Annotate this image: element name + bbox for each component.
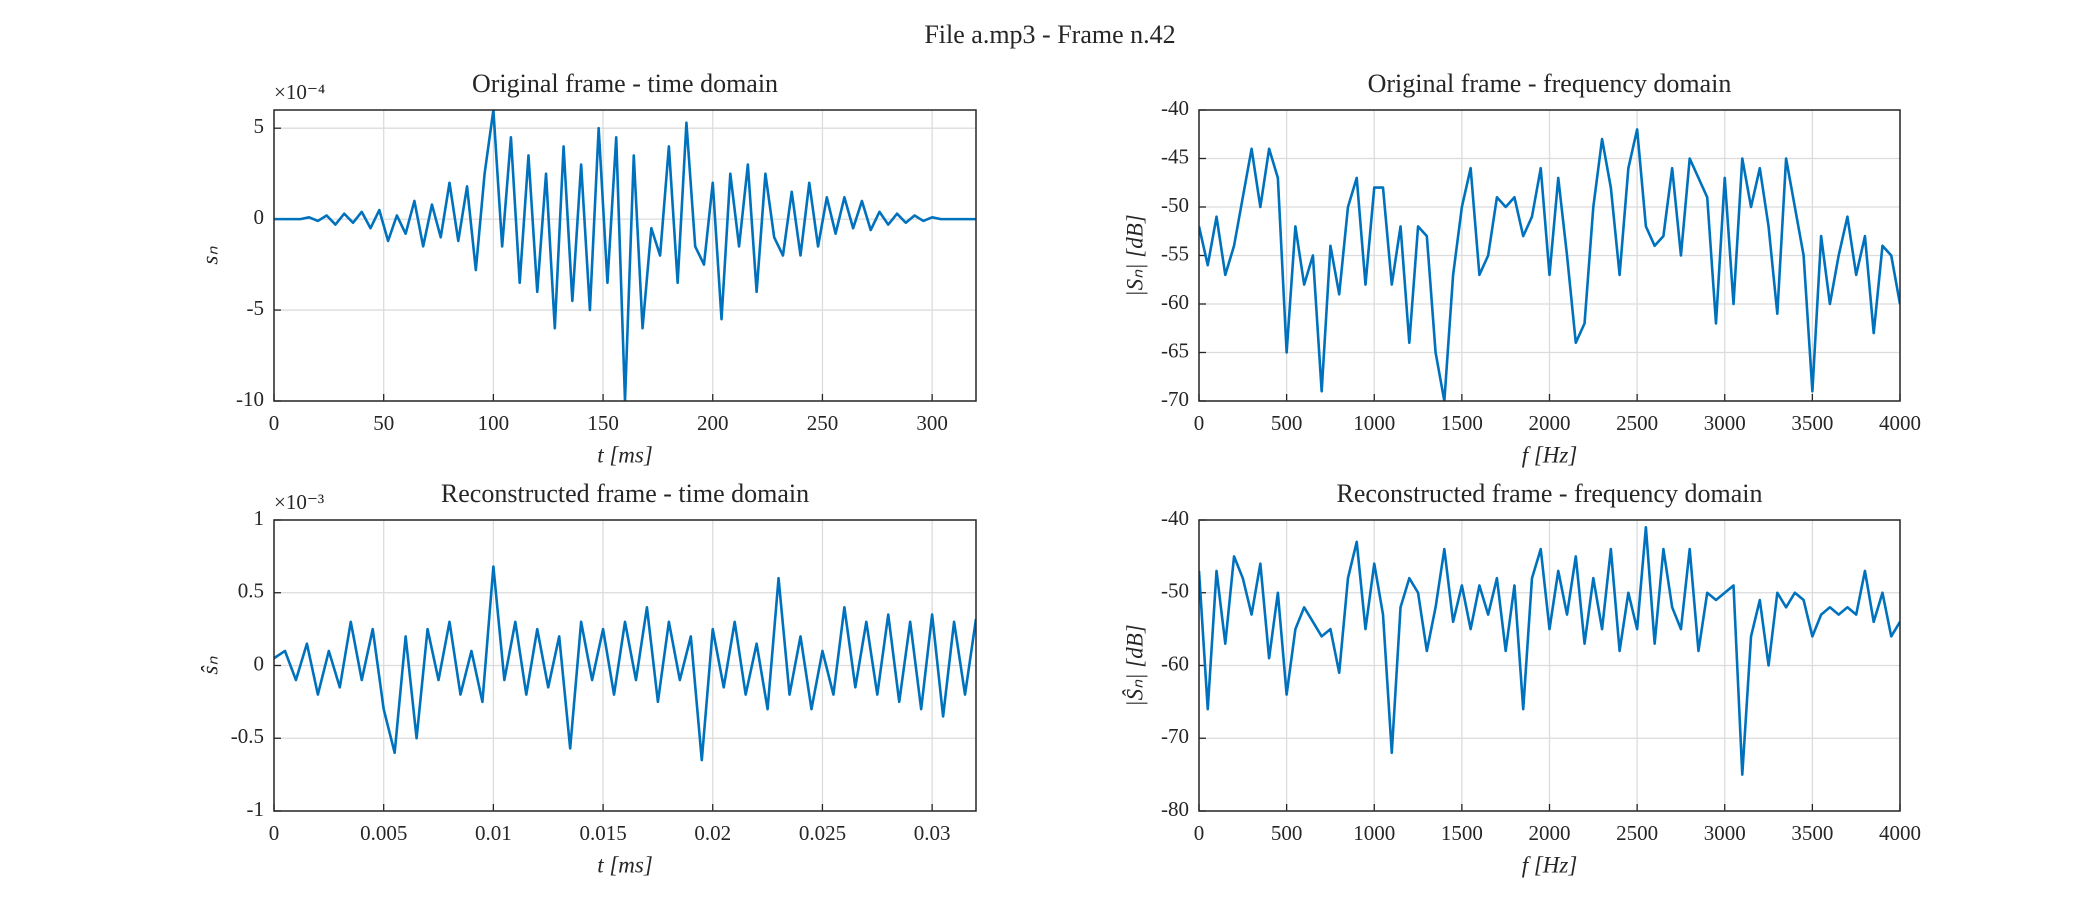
axes-box — [1198, 519, 1901, 812]
x-tick-label: 100 — [478, 411, 510, 435]
subplot-title: Original frame - frequency domain — [1368, 69, 1732, 98]
y-tick-label: 0 — [254, 651, 265, 675]
x-tick-label: 0 — [1194, 821, 1205, 845]
y-tick-label: -40 — [1161, 506, 1189, 530]
y-tick-label: -70 — [1161, 387, 1189, 411]
x-tick-label: 1500 — [1441, 411, 1483, 435]
x-tick-label: 200 — [697, 411, 729, 435]
y-tick-label: -5 — [247, 296, 265, 320]
y-tick-label: -0.5 — [231, 724, 264, 748]
y-tick-label: -1 — [247, 797, 265, 821]
x-tick-label: 2000 — [1529, 821, 1571, 845]
x-axis-label: f [Hz] — [1522, 442, 1578, 467]
x-tick-label: 0 — [1194, 411, 1205, 435]
x-tick-label: 1000 — [1353, 821, 1395, 845]
figure-title: File a.mp3 - Frame n.42 — [924, 20, 1175, 49]
x-tick-label: 2500 — [1616, 821, 1658, 845]
y-tick-label: 5 — [254, 114, 265, 138]
x-tick-label: 0.01 — [475, 821, 512, 845]
plot-area — [274, 110, 976, 401]
x-tick-label: 300 — [916, 411, 948, 435]
x-axis-label: t [ms] — [597, 442, 653, 467]
subplot-title: Original frame - time domain — [472, 69, 778, 98]
y-tick-label: 1 — [254, 506, 265, 530]
x-tick-label: 3500 — [1791, 411, 1833, 435]
y-tick-label: -60 — [1161, 290, 1189, 314]
y-tick-label: -80 — [1161, 797, 1189, 821]
x-tick-label: 4000 — [1879, 821, 1921, 845]
x-tick-label: 0 — [269, 821, 280, 845]
y-exponent: ×10⁻³ — [274, 490, 324, 514]
x-tick-label: 150 — [587, 411, 619, 435]
subplot-title: Reconstructed frame - frequency domain — [1337, 479, 1763, 508]
data-line — [274, 110, 976, 401]
y-tick-label: -55 — [1161, 241, 1189, 265]
y-tick-label: 0 — [254, 205, 265, 229]
x-tick-label: 250 — [807, 411, 839, 435]
x-axis-label: t [ms] — [597, 852, 653, 877]
y-axis-label: sₙ — [197, 246, 222, 265]
axes-box — [273, 109, 977, 402]
x-tick-label: 500 — [1271, 821, 1303, 845]
axes-box — [273, 519, 977, 812]
x-tick-label: 4000 — [1879, 411, 1921, 435]
y-axis-label: |Ŝₙ| [dB] — [1121, 624, 1147, 707]
x-tick-label: 2500 — [1616, 411, 1658, 435]
x-tick-label: 3000 — [1704, 411, 1746, 435]
y-tick-label: -10 — [236, 387, 264, 411]
x-tick-label: 3000 — [1704, 821, 1746, 845]
x-tick-label: 0.005 — [360, 821, 407, 845]
x-tick-label: 500 — [1271, 411, 1303, 435]
x-tick-label: 1000 — [1353, 411, 1395, 435]
x-tick-label: 0.025 — [799, 821, 846, 845]
x-tick-label: 0.02 — [694, 821, 731, 845]
y-tick-label: -70 — [1161, 724, 1189, 748]
y-tick-label: 0.5 — [238, 579, 264, 603]
y-tick-label: -40 — [1161, 96, 1189, 120]
x-tick-label: 50 — [373, 411, 394, 435]
x-tick-label: 2000 — [1529, 411, 1571, 435]
y-tick-label: -65 — [1161, 338, 1189, 362]
data-line — [1199, 525, 1900, 776]
y-tick-label: -45 — [1161, 144, 1189, 168]
y-tick-label: -50 — [1161, 193, 1189, 217]
axes-box — [1198, 109, 1901, 402]
x-tick-label: 1500 — [1441, 821, 1483, 845]
x-axis-label: f [Hz] — [1522, 852, 1578, 877]
y-exponent: ×10⁻⁴ — [274, 80, 325, 104]
data-line — [274, 565, 976, 762]
x-tick-label: 0.015 — [579, 821, 626, 845]
y-axis-label: |Sₙ| [dB] — [1122, 214, 1147, 297]
x-tick-label: 3500 — [1791, 821, 1833, 845]
data-line — [1199, 128, 1900, 401]
subplot-title: Reconstructed frame - time domain — [441, 479, 809, 508]
x-tick-label: 0.03 — [914, 821, 951, 845]
y-tick-label: -60 — [1161, 651, 1189, 675]
y-axis-label: ŝₙ — [197, 656, 222, 675]
x-tick-label: 0 — [269, 411, 280, 435]
y-tick-label: -50 — [1161, 579, 1189, 603]
